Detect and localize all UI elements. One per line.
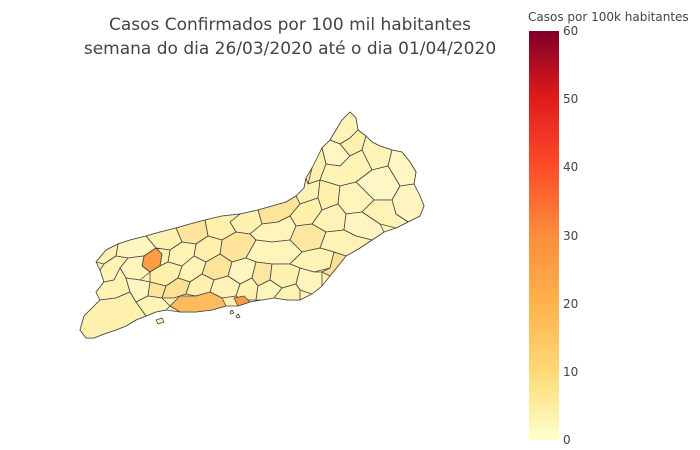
municipality[interactable]: [79, 291, 147, 339]
island: [155, 317, 165, 325]
colorbar: [529, 31, 559, 440]
map-title-line-2: semana do dia 26/03/2020 até o dia 01/04…: [83, 39, 497, 59]
colorbar-tick: 40: [563, 160, 579, 175]
colorbar-tick: 30: [563, 228, 579, 243]
island: [235, 313, 241, 319]
municipality[interactable]: [273, 283, 301, 301]
municipality-niteroi[interactable]: [233, 295, 251, 307]
colorbar-title: Casos por 100k habitantes: [528, 10, 689, 24]
colorbar-tick: 20: [563, 296, 579, 311]
colorbar-tick: 60: [563, 24, 579, 38]
municipality[interactable]: [321, 251, 347, 277]
map-title-line-1: Casos Confirmados por 100 mil habitantes: [108, 15, 472, 35]
colorbar-tick: 50: [563, 92, 579, 107]
municipality-rio-de-janeiro[interactable]: [169, 291, 227, 313]
island: [229, 309, 235, 315]
municipality[interactable]: [135, 295, 171, 317]
colorbar-tick: 0: [563, 433, 571, 447]
colorbar-tick: 10: [563, 364, 579, 379]
